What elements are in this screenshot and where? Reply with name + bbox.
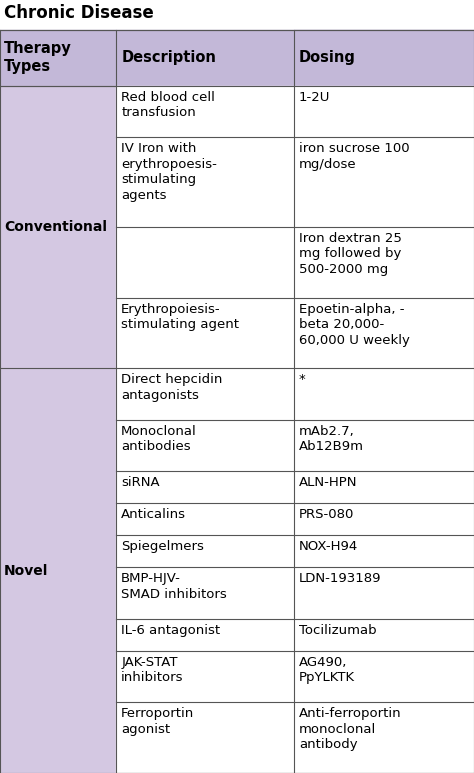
- Bar: [116, 227, 294, 298]
- Bar: [116, 567, 294, 619]
- Text: ALN-HPN: ALN-HPN: [299, 476, 357, 489]
- Text: AG490,
PpYLKTK: AG490, PpYLKTK: [299, 656, 355, 684]
- Text: IV Iron with
erythropoesis-
stimulating
agents: IV Iron with erythropoesis- stimulating …: [121, 142, 217, 202]
- Bar: [294, 30, 474, 86]
- Text: Anti-ferroportin
monoclonal
antibody: Anti-ferroportin monoclonal antibody: [299, 707, 401, 751]
- Bar: [0, 651, 116, 703]
- Bar: [116, 651, 294, 703]
- Bar: [294, 471, 474, 503]
- Text: BMP-HJV-
SMAD inhibitors: BMP-HJV- SMAD inhibitors: [121, 573, 227, 601]
- Bar: [294, 651, 474, 703]
- Bar: [294, 227, 474, 298]
- Text: 1-2U: 1-2U: [299, 90, 330, 104]
- Bar: [0, 619, 116, 651]
- Text: Therapy
Types: Therapy Types: [4, 41, 72, 74]
- Bar: [116, 368, 294, 420]
- Text: NOX-H94: NOX-H94: [299, 540, 358, 553]
- Bar: [294, 298, 474, 368]
- Bar: [294, 420, 474, 471]
- Bar: [294, 536, 474, 567]
- Bar: [0, 536, 116, 567]
- Bar: [0, 503, 116, 536]
- Text: Red blood cell
transfusion: Red blood cell transfusion: [121, 90, 215, 119]
- Bar: [0, 368, 116, 420]
- Text: Chronic Disease: Chronic Disease: [4, 4, 154, 22]
- Bar: [116, 420, 294, 471]
- Bar: [0, 298, 116, 368]
- Text: Tocilizumab: Tocilizumab: [299, 624, 376, 637]
- Text: Description: Description: [121, 50, 216, 66]
- Bar: [0, 420, 116, 471]
- Bar: [116, 536, 294, 567]
- Bar: [116, 298, 294, 368]
- Bar: [0, 227, 116, 298]
- Bar: [116, 471, 294, 503]
- Text: Spiegelmers: Spiegelmers: [121, 540, 204, 553]
- Bar: [294, 137, 474, 227]
- Bar: [294, 703, 474, 773]
- Text: Monoclonal
antibodies: Monoclonal antibodies: [121, 424, 197, 453]
- Text: LDN-193189: LDN-193189: [299, 573, 382, 585]
- Bar: [0, 137, 116, 227]
- Bar: [0, 30, 474, 86]
- Bar: [294, 567, 474, 619]
- Text: Iron dextran 25
mg followed by
500-2000 mg: Iron dextran 25 mg followed by 500-2000 …: [299, 232, 402, 276]
- Text: siRNA: siRNA: [121, 476, 160, 489]
- Bar: [116, 503, 294, 536]
- Text: Ferroportin
agonist: Ferroportin agonist: [121, 707, 194, 736]
- Bar: [294, 86, 474, 137]
- Bar: [0, 86, 116, 137]
- Text: Novel: Novel: [4, 564, 48, 577]
- Bar: [294, 503, 474, 536]
- Bar: [116, 703, 294, 773]
- Text: *: *: [299, 373, 306, 386]
- Text: Erythropoiesis-
stimulating agent: Erythropoiesis- stimulating agent: [121, 303, 239, 331]
- Text: mAb2.7,
Ab12B9m: mAb2.7, Ab12B9m: [299, 424, 364, 453]
- Text: PRS-080: PRS-080: [299, 508, 354, 521]
- Text: JAK-STAT
inhibitors: JAK-STAT inhibitors: [121, 656, 183, 684]
- Text: iron sucrose 100
mg/dose: iron sucrose 100 mg/dose: [299, 142, 410, 171]
- Bar: [0, 471, 116, 503]
- Bar: [294, 368, 474, 420]
- Text: Dosing: Dosing: [299, 50, 356, 66]
- Bar: [116, 86, 294, 137]
- Text: Epoetin-alpha, -
beta 20,000-
60,000 U weekly: Epoetin-alpha, - beta 20,000- 60,000 U w…: [299, 303, 410, 346]
- Text: Direct hepcidin
antagonists: Direct hepcidin antagonists: [121, 373, 222, 402]
- Bar: [294, 619, 474, 651]
- Bar: [0, 567, 116, 619]
- Bar: [116, 137, 294, 227]
- Bar: [0, 703, 116, 773]
- Bar: [116, 619, 294, 651]
- Text: Conventional: Conventional: [4, 220, 107, 234]
- Text: Anticalins: Anticalins: [121, 508, 186, 521]
- Text: IL-6 antagonist: IL-6 antagonist: [121, 624, 220, 637]
